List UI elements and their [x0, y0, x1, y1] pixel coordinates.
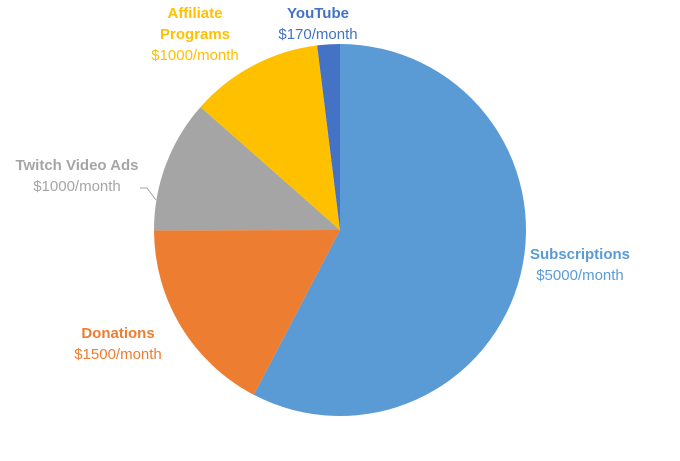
pie-slice — [317, 44, 340, 230]
value-label: $5000/month — [536, 267, 624, 284]
category-label: YouTube — [287, 5, 349, 22]
category-label: Donations — [81, 325, 155, 342]
pie-slice — [200, 45, 340, 230]
slice-label: Subscriptions $5000/month — [510, 244, 650, 286]
slice-label: Donations $1500/month — [48, 323, 188, 365]
category-label: Subscriptions — [529, 246, 630, 263]
category-label: Affiliate Programs — [159, 5, 231, 43]
value-label: $1000/month — [151, 47, 239, 64]
slice-label: Affiliate Programs $1000/month — [140, 3, 250, 66]
category-label: Twitch Video Ads — [15, 157, 139, 174]
pie-slice — [253, 44, 526, 416]
pie-slice — [154, 230, 340, 395]
pie-slice — [154, 106, 340, 231]
value-label: $1000/month — [33, 178, 121, 195]
value-label: $170/month — [278, 26, 358, 43]
slice-label: YouTube $170/month — [258, 3, 378, 45]
slice-label: Twitch Video Ads $1000/month — [2, 155, 152, 197]
value-label: $1500/month — [74, 346, 162, 363]
leader-line — [140, 187, 157, 201]
